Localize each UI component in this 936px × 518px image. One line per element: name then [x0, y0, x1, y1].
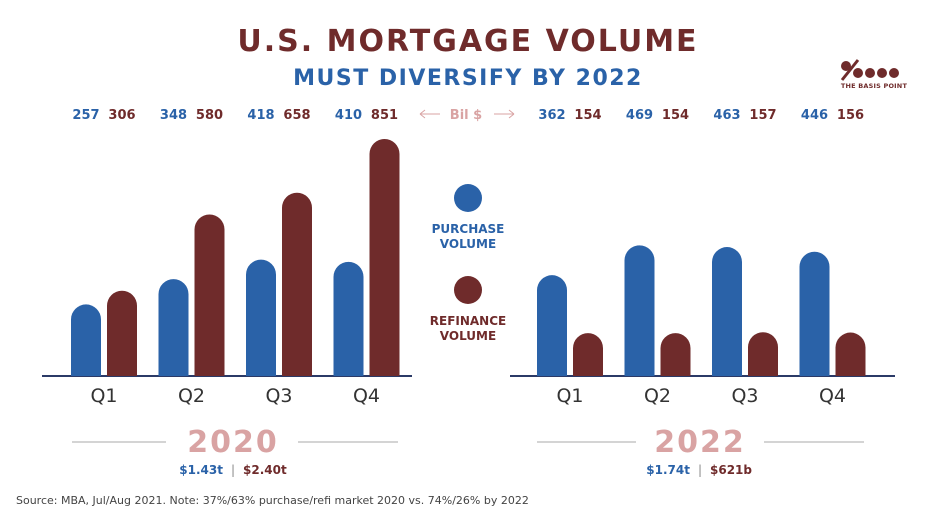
purchase-bar-2022-q3 — [712, 247, 742, 376]
x-tick-label-2020-q4: Q4 — [353, 385, 380, 407]
refinance-value-label-2022-q4: 156 — [837, 108, 864, 123]
source-note: Source: MBA, Jul/Aug 2021. Note: 37%/63%… — [16, 494, 529, 507]
x-tick-label-2022-q1: Q1 — [556, 385, 583, 407]
purchase-bar-2022-q4 — [799, 251, 830, 376]
purchase-bar-2020-q3 — [246, 259, 276, 376]
purchase-value-label-2022-q4: 446 — [801, 108, 828, 123]
refinance-bar-2020-q2 — [194, 214, 225, 376]
purchase-bar-2020-q4 — [333, 261, 364, 376]
total-purchase-2022: $1.74t — [646, 463, 690, 477]
unit-arrow-right-head-icon — [508, 109, 515, 119]
unit-label: Bil $ — [450, 108, 482, 123]
unit-arrow-left-head-icon — [419, 109, 426, 119]
legend-refinance-label-line2: VOLUME — [440, 329, 496, 343]
refinance-bar-2022-q4 — [835, 332, 866, 376]
refinance-value-label-2020-q3: 658 — [283, 108, 310, 123]
total-separator-2020: | — [231, 463, 235, 477]
purchase-bar-2020-q2 — [158, 279, 189, 376]
chart-subtitle: MUST DIVERSIFY BY 2022 — [293, 66, 643, 91]
legend-purchase-label-line1: PURCHASE — [432, 222, 505, 236]
logo-text: THE BASIS POINT — [840, 82, 908, 90]
legend-refinance-swatch — [454, 276, 482, 304]
refinance-value-label-2022-q1: 154 — [574, 108, 601, 123]
purchase-value-label-2020-q2: 348 — [160, 108, 187, 123]
x-tick-label-2020-q1: Q1 — [90, 385, 117, 407]
x-tick-label-2020-q3: Q3 — [265, 385, 292, 407]
refinance-value-label-2022-q3: 157 — [749, 108, 776, 123]
purchase-value-label-2020-q3: 418 — [247, 108, 274, 123]
x-tick-label-2020-q2: Q2 — [178, 385, 205, 407]
legend-refinance-label-line1: REFINANCE — [430, 314, 506, 328]
refinance-bar-2022-q3 — [748, 332, 778, 376]
legend-purchase-swatch — [454, 184, 482, 212]
basis-point-logo-icon — [840, 59, 899, 81]
refinance-bar-2020-q3 — [282, 192, 312, 376]
refinance-bar-2020-q1 — [107, 290, 137, 376]
purchase-value-label-2022-q2: 469 — [626, 108, 653, 123]
refinance-bar-2022-q1 — [573, 333, 603, 376]
refinance-value-label-2022-q2: 154 — [662, 108, 689, 123]
purchase-bar-2022-q1 — [537, 275, 567, 376]
refinance-value-label-2020-q1: 306 — [108, 108, 135, 123]
total-refinance-2020: $2.40t — [243, 463, 287, 477]
refinance-value-label-2020-q4: 851 — [371, 108, 398, 123]
total-separator-2022: | — [698, 463, 702, 477]
purchase-value-label-2020-q1: 257 — [72, 108, 99, 123]
refinance-value-label-2020-q2: 580 — [196, 108, 223, 123]
legend-purchase-label-line2: VOLUME — [440, 237, 496, 251]
chart-title: U.S. MORTGAGE VOLUME — [237, 24, 699, 59]
purchase-bar-2022-q2 — [624, 245, 655, 376]
total-purchase-2020: $1.43t — [179, 463, 223, 477]
x-tick-label-2022-q2: Q2 — [644, 385, 671, 407]
x-tick-label-2022-q3: Q3 — [731, 385, 758, 407]
purchase-value-label-2022-q3: 463 — [713, 108, 740, 123]
purchase-value-label-2020-q4: 410 — [335, 108, 362, 123]
refinance-bar-2020-q4 — [369, 139, 400, 376]
purchase-value-label-2022-q1: 362 — [538, 108, 565, 123]
x-tick-label-2022-q4: Q4 — [819, 385, 846, 407]
total-refinance-2022: $621b — [710, 463, 752, 477]
refinance-bar-2022-q2 — [660, 333, 691, 376]
purchase-bar-2020-q1 — [71, 304, 101, 376]
year-label-2022: 2022 — [654, 425, 746, 460]
year-label-2020: 2020 — [187, 425, 279, 460]
